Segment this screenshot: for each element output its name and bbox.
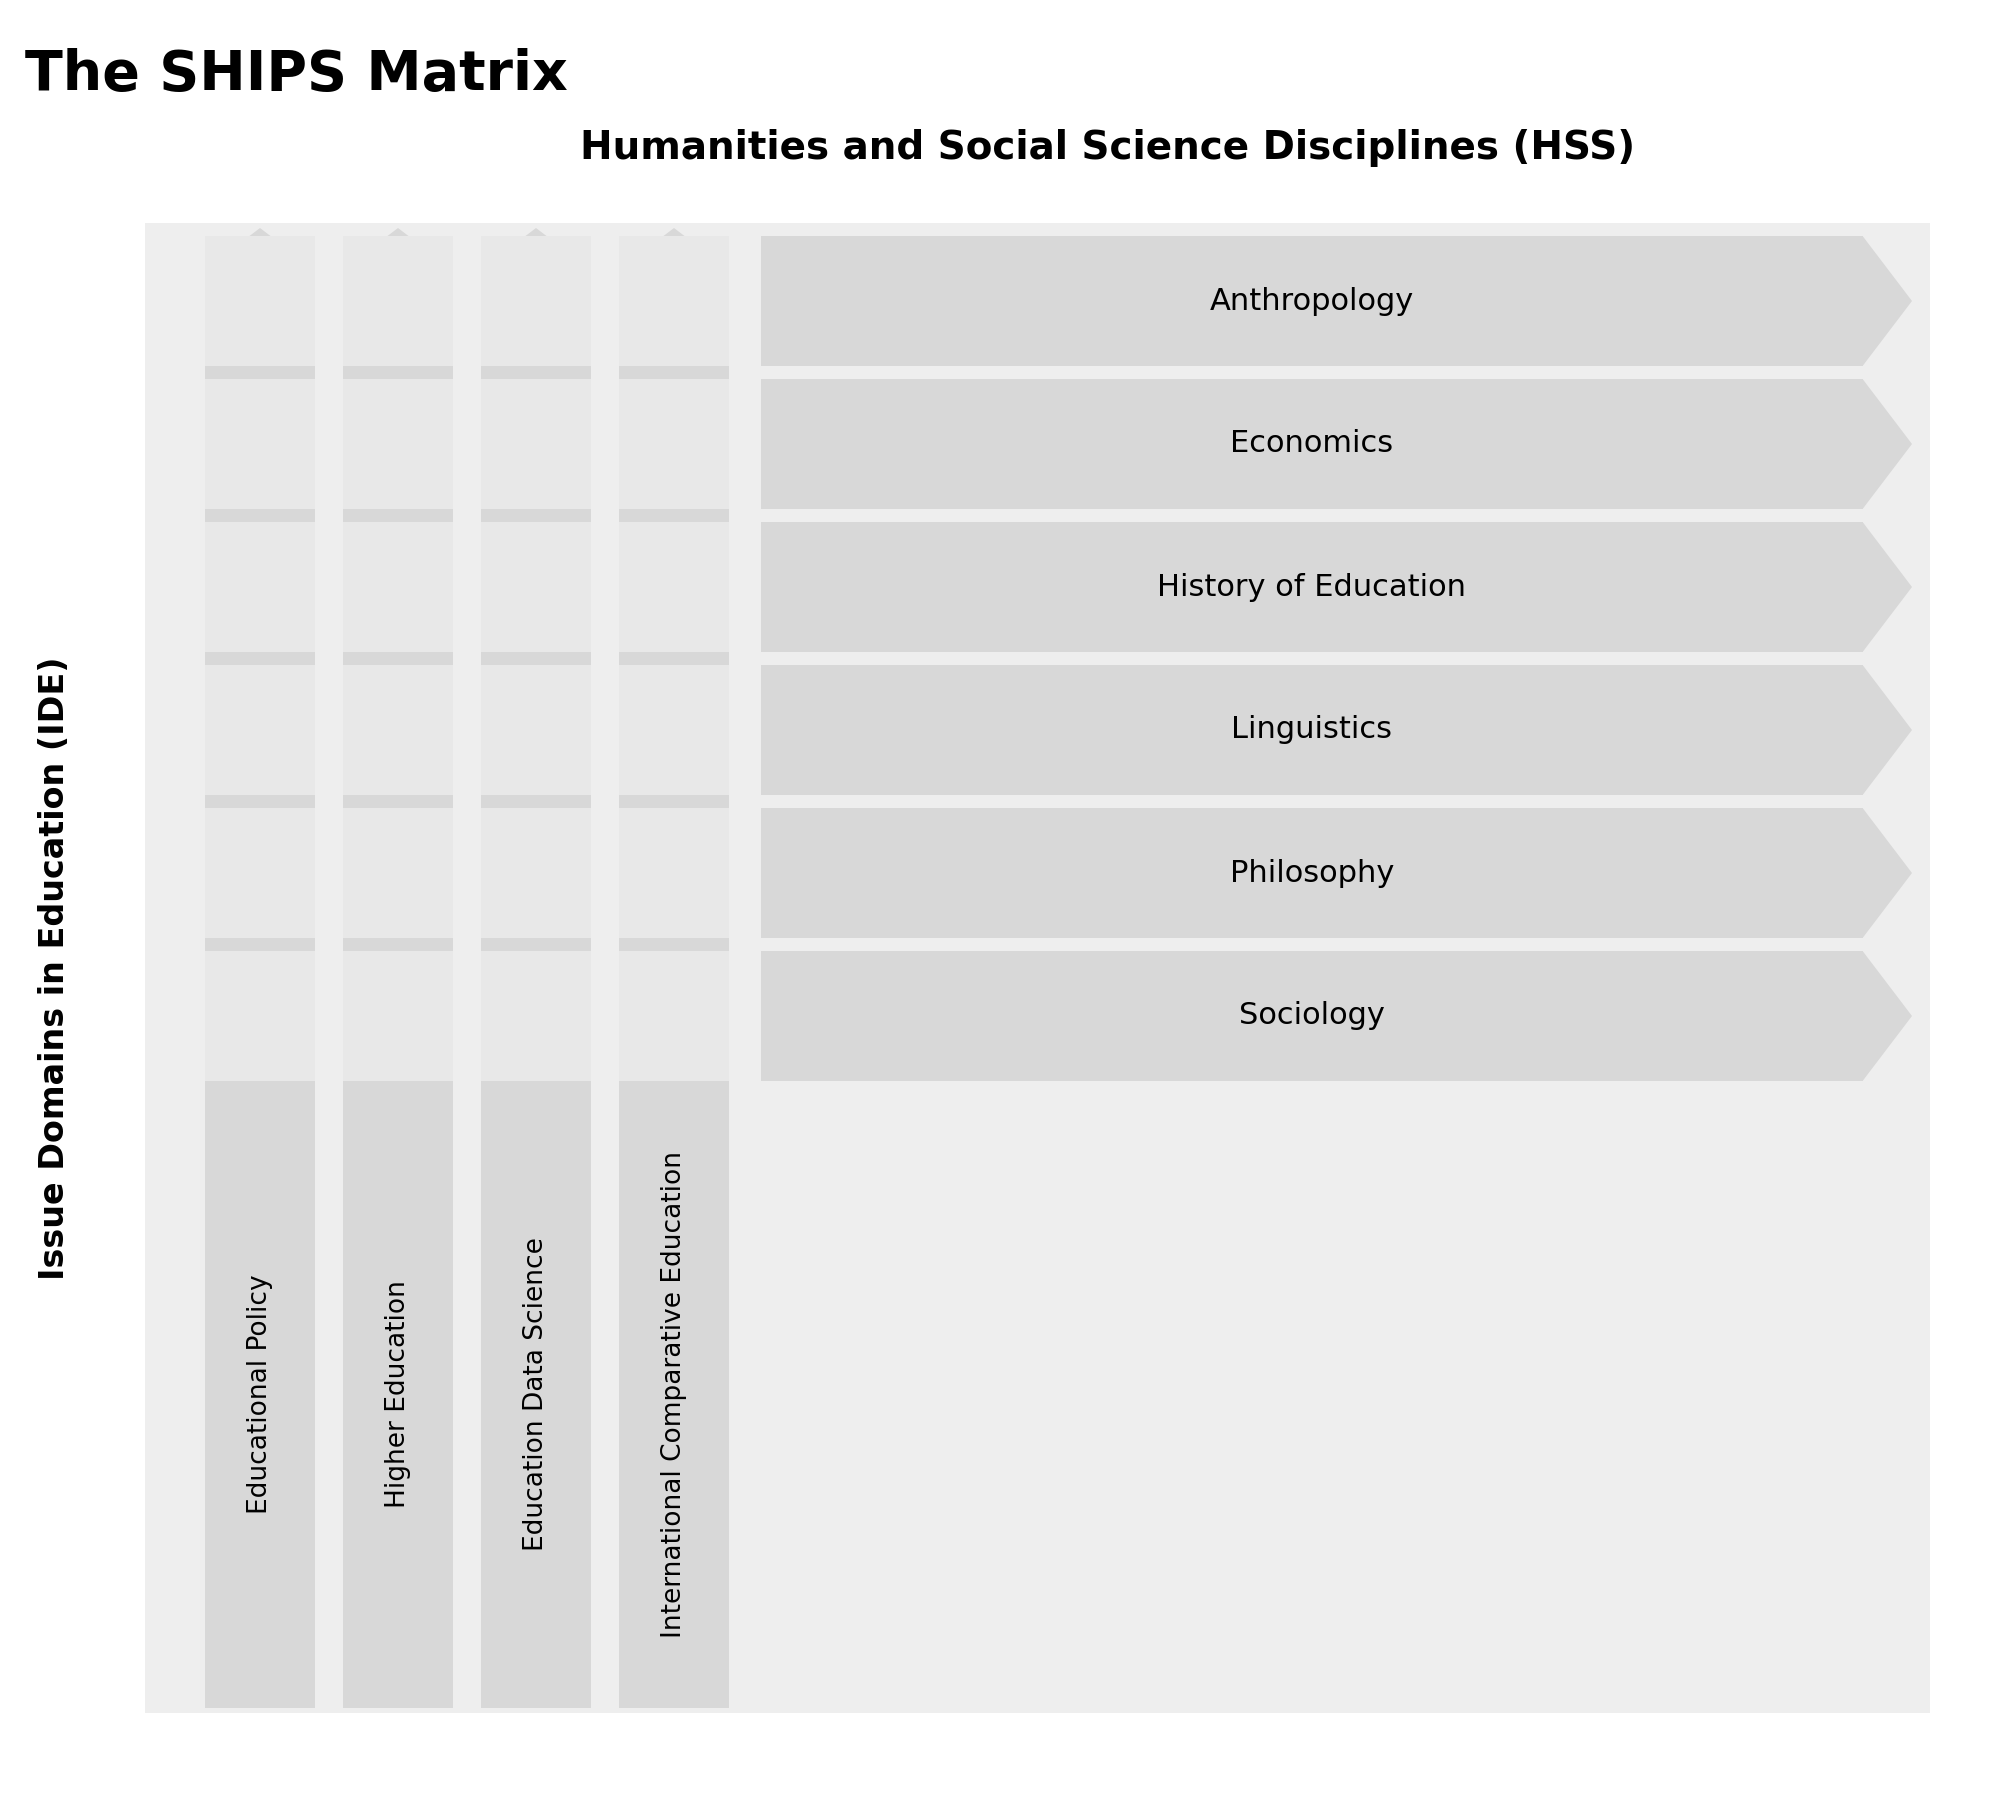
FancyBboxPatch shape (620, 379, 730, 509)
FancyBboxPatch shape (344, 522, 452, 653)
FancyBboxPatch shape (482, 665, 592, 794)
FancyBboxPatch shape (620, 952, 730, 1081)
FancyBboxPatch shape (344, 270, 452, 1708)
FancyBboxPatch shape (620, 665, 730, 794)
Text: Philosophy: Philosophy (1230, 859, 1394, 888)
FancyBboxPatch shape (204, 665, 316, 794)
Polygon shape (482, 228, 592, 270)
Polygon shape (620, 228, 730, 270)
FancyBboxPatch shape (344, 809, 452, 937)
FancyBboxPatch shape (344, 379, 452, 509)
FancyBboxPatch shape (620, 236, 730, 366)
FancyBboxPatch shape (482, 379, 592, 509)
Text: Linguistics: Linguistics (1232, 716, 1392, 745)
Text: History of Education: History of Education (1158, 573, 1466, 602)
Polygon shape (1862, 952, 1912, 1081)
Text: Higher Education: Higher Education (384, 1280, 412, 1508)
FancyBboxPatch shape (204, 522, 316, 653)
FancyBboxPatch shape (760, 952, 1862, 1081)
Polygon shape (204, 228, 316, 270)
Polygon shape (1862, 522, 1912, 653)
Text: Humanities and Social Science Disciplines (HSS): Humanities and Social Science Discipline… (580, 129, 1636, 167)
FancyBboxPatch shape (760, 236, 1862, 366)
Polygon shape (1862, 665, 1912, 794)
Polygon shape (1862, 379, 1912, 509)
FancyBboxPatch shape (760, 379, 1862, 509)
FancyBboxPatch shape (204, 270, 316, 1708)
Text: Issue Domains in Education (IDE): Issue Domains in Education (IDE) (38, 656, 72, 1280)
Text: Educational Policy: Educational Policy (246, 1275, 272, 1514)
FancyBboxPatch shape (482, 236, 592, 366)
FancyBboxPatch shape (482, 270, 592, 1708)
Text: The SHIPS Matrix: The SHIPS Matrix (24, 47, 568, 102)
FancyBboxPatch shape (760, 665, 1862, 794)
FancyBboxPatch shape (344, 236, 452, 366)
FancyBboxPatch shape (620, 270, 730, 1708)
Polygon shape (344, 228, 452, 270)
Text: Economics: Economics (1230, 430, 1394, 459)
FancyBboxPatch shape (760, 522, 1862, 653)
FancyBboxPatch shape (344, 952, 452, 1081)
FancyBboxPatch shape (620, 809, 730, 937)
Polygon shape (1862, 236, 1912, 366)
FancyBboxPatch shape (482, 952, 592, 1081)
FancyBboxPatch shape (344, 665, 452, 794)
FancyBboxPatch shape (204, 379, 316, 509)
Polygon shape (1862, 809, 1912, 937)
FancyBboxPatch shape (204, 952, 316, 1081)
Text: International Comparative Education: International Comparative Education (660, 1151, 688, 1637)
FancyBboxPatch shape (620, 522, 730, 653)
FancyBboxPatch shape (760, 809, 1862, 937)
Text: Sociology: Sociology (1238, 1001, 1384, 1030)
FancyBboxPatch shape (204, 236, 316, 366)
Text: Anthropology: Anthropology (1210, 286, 1414, 315)
Text: Education Data Science: Education Data Science (524, 1238, 548, 1552)
FancyBboxPatch shape (482, 809, 592, 937)
FancyBboxPatch shape (204, 809, 316, 937)
FancyBboxPatch shape (144, 223, 1930, 1713)
FancyBboxPatch shape (482, 522, 592, 653)
